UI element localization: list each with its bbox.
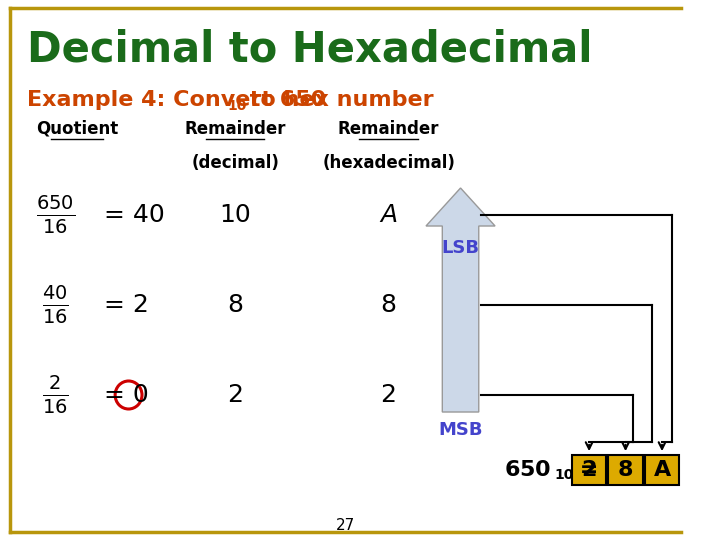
Text: Remainder: Remainder	[184, 120, 286, 138]
Polygon shape	[426, 188, 495, 412]
Text: 2: 2	[582, 460, 597, 480]
Text: =: =	[572, 460, 598, 480]
Text: Remainder: Remainder	[338, 120, 439, 138]
Text: LSB: LSB	[441, 239, 480, 257]
Text: MSB: MSB	[438, 421, 483, 439]
FancyBboxPatch shape	[644, 455, 679, 485]
Text: Decimal to Hexadecimal: Decimal to Hexadecimal	[27, 29, 593, 71]
Text: A: A	[653, 460, 670, 480]
Text: = 40: = 40	[104, 203, 164, 227]
Text: 8: 8	[227, 293, 243, 317]
Text: $\frac{40}{16}$: $\frac{40}{16}$	[42, 284, 69, 326]
Text: $\mathbf{650}$: $\mathbf{650}$	[504, 460, 552, 480]
Text: 10: 10	[219, 203, 251, 227]
Text: 2: 2	[227, 383, 243, 407]
Text: Example 4: Convert 650: Example 4: Convert 650	[27, 90, 326, 110]
FancyBboxPatch shape	[608, 455, 643, 485]
Text: 10: 10	[554, 468, 574, 482]
Text: Quotient: Quotient	[35, 120, 118, 138]
Text: (decimal): (decimal)	[191, 154, 279, 172]
Text: 8: 8	[381, 293, 397, 317]
Text: = 2: = 2	[104, 293, 148, 317]
Text: (hexadecimal): (hexadecimal)	[322, 154, 455, 172]
Text: 27: 27	[336, 517, 355, 532]
Text: to hex number: to hex number	[242, 90, 433, 110]
Text: = 0: = 0	[104, 383, 148, 407]
Text: 10: 10	[228, 99, 247, 113]
Text: 8: 8	[618, 460, 634, 480]
Text: A: A	[380, 203, 397, 227]
FancyBboxPatch shape	[572, 455, 606, 485]
Text: $\frac{2}{16}$: $\frac{2}{16}$	[42, 374, 69, 416]
Text: $\frac{650}{16}$: $\frac{650}{16}$	[36, 194, 75, 236]
Text: 2: 2	[381, 383, 397, 407]
